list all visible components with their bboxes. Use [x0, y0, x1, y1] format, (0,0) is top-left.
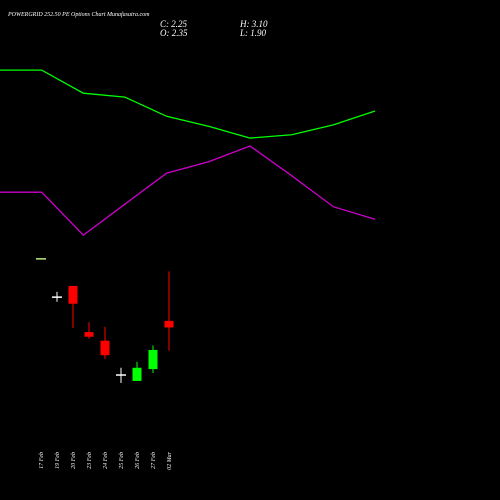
- candle-body: [164, 320, 174, 328]
- open-label: O: 2.35: [160, 28, 188, 38]
- x-tick-label: 23 Feb: [87, 452, 93, 469]
- high-label: H: 3.10: [239, 19, 268, 29]
- chart-title: POWERGRID 252.50 PE Options Chart Munafa…: [7, 11, 150, 18]
- x-tick-label: 02 Mar: [167, 451, 173, 469]
- x-tick-label: 17 Feb: [39, 452, 45, 469]
- indicator-line: [0, 69, 376, 139]
- candle-body: [148, 349, 158, 370]
- x-tick-label: 20 Feb: [71, 452, 77, 469]
- candle-body: [100, 340, 110, 356]
- x-tick-label: 24 Feb: [102, 452, 109, 469]
- low-label: L: 1.90: [239, 28, 267, 38]
- candle-body: [84, 332, 94, 337]
- indicator-line: [0, 145, 376, 236]
- candle-body: [68, 285, 78, 304]
- x-tick-label: 19 Feb: [55, 452, 61, 469]
- x-tick-label: 25 Feb: [119, 452, 125, 469]
- candle-body: [132, 367, 142, 381]
- x-tick-label: 26 Feb: [135, 452, 141, 469]
- close-label: C: 2.25: [160, 19, 188, 29]
- x-tick-label: 27 Feb: [151, 452, 157, 469]
